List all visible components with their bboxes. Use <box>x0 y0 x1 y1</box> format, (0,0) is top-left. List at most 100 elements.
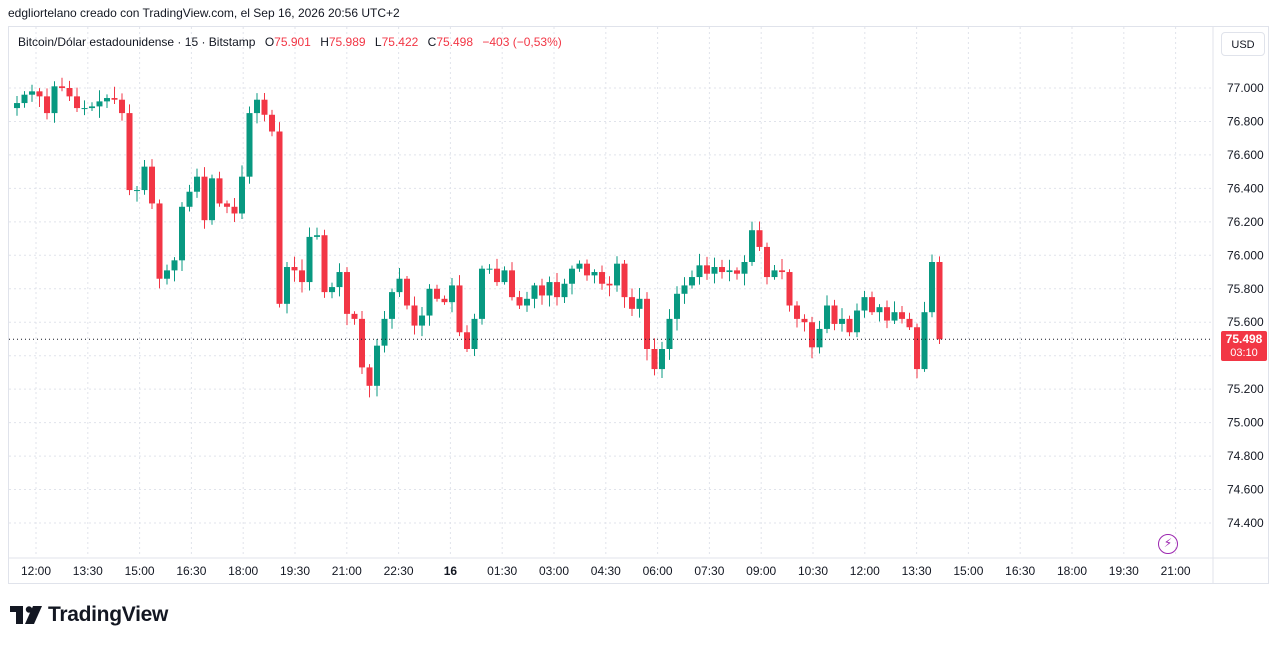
brand-name: TradingView <box>48 603 169 626</box>
candle-body <box>119 99 125 114</box>
y-tick-label: 75.600 <box>1227 315 1264 329</box>
candle-body <box>149 166 155 204</box>
candle-body <box>501 270 508 283</box>
currency-button[interactable]: USD <box>1221 32 1265 56</box>
low-label: L <box>374 35 382 49</box>
x-tick-label: 16 <box>444 564 458 578</box>
candle-body <box>666 318 673 349</box>
candle-body <box>96 101 103 107</box>
candle-body <box>816 328 823 348</box>
x-tick-label: 13:30 <box>902 564 932 578</box>
y-tick-label: 75.200 <box>1227 382 1264 396</box>
candle-body <box>929 262 935 313</box>
candle-body <box>336 272 343 288</box>
candle-body <box>156 203 163 279</box>
candle-body <box>389 292 395 319</box>
y-tick-label: 76.400 <box>1227 181 1264 195</box>
candle-body <box>89 106 95 109</box>
candle-body <box>381 318 388 346</box>
candle-body <box>254 99 260 114</box>
x-tick-label: 19:30 <box>280 564 310 578</box>
change-value: −403 (−0,53%) <box>482 35 562 49</box>
candle-body <box>171 260 178 271</box>
x-tick-label: 15:00 <box>953 564 983 578</box>
candle-body <box>59 86 65 88</box>
candle-body <box>824 305 830 329</box>
candle-body <box>111 98 118 100</box>
candle-body <box>711 267 718 274</box>
candle-body <box>749 230 755 262</box>
candle-body <box>66 88 73 97</box>
candle-body <box>291 267 298 271</box>
x-tick-label: 22:30 <box>384 564 414 578</box>
last-price-badge: 75.498 03:10 <box>1221 331 1267 361</box>
candle-body <box>591 272 598 276</box>
x-tick-label: 21:00 <box>1161 564 1191 578</box>
candle-body <box>809 322 815 348</box>
candle-body <box>269 114 275 132</box>
candle-body <box>104 98 110 102</box>
candle-body <box>284 267 290 304</box>
candle-body <box>921 312 928 370</box>
x-tick-label: 18:00 <box>1057 564 1087 578</box>
bar-countdown: 03:10 <box>1230 347 1258 359</box>
candle-body <box>359 318 365 368</box>
candle-body <box>891 312 898 321</box>
candle-body <box>51 86 58 114</box>
x-tick-label: 12:00 <box>850 564 880 578</box>
close-value: 75.498 <box>436 35 474 49</box>
last-price-value: 75.498 <box>1225 332 1263 346</box>
candle-body <box>74 96 80 109</box>
x-tick-label: 16:30 <box>1005 564 1035 578</box>
candle-body <box>614 263 620 286</box>
candle-body <box>689 277 695 286</box>
candle-body <box>539 285 545 296</box>
candle-body <box>276 131 283 304</box>
candle-body <box>861 297 868 311</box>
candle-body <box>126 113 133 191</box>
candle-body <box>741 262 748 274</box>
candle-body <box>599 272 605 284</box>
candle-body <box>44 96 50 114</box>
x-tick-label: 13:30 <box>73 564 103 578</box>
x-tick-label: 15:00 <box>125 564 155 578</box>
candle-body <box>636 298 643 309</box>
candle-body <box>194 176 200 192</box>
candle-body <box>321 235 328 293</box>
candle-body <box>471 318 478 349</box>
x-tick-label: 03:00 <box>539 564 569 578</box>
candle-body <box>351 313 358 319</box>
candle-body <box>366 367 373 386</box>
lightning-icon[interactable]: ⚡ <box>1158 534 1178 554</box>
candle-body <box>561 283 568 298</box>
candle-body <box>794 305 800 319</box>
candle-body <box>696 265 703 278</box>
candle-body <box>681 285 688 294</box>
candle-body <box>314 235 320 237</box>
candle-body <box>261 99 268 115</box>
candle-body <box>644 298 650 349</box>
candle-body <box>179 206 185 261</box>
candle-body <box>186 191 193 207</box>
candle-body <box>21 94 28 104</box>
x-tick-label: 18:00 <box>228 564 258 578</box>
candle-body <box>231 206 238 214</box>
symbol-title[interactable]: Bitcoin/Dólar estadounidense · 15 · Bits… <box>18 35 256 49</box>
candle-body <box>434 288 440 299</box>
candle-body <box>831 305 838 324</box>
candle-body <box>771 270 778 278</box>
close-label: C <box>427 35 437 49</box>
candle-body <box>464 332 470 349</box>
y-tick-label: 76.600 <box>1227 148 1264 162</box>
candle-body <box>344 272 350 314</box>
tradingview-logo: TradingView <box>10 601 168 629</box>
candle-body <box>914 327 920 370</box>
candle-body <box>411 305 418 326</box>
x-tick-label: 10:30 <box>798 564 828 578</box>
candle-body <box>36 91 43 97</box>
x-tick-label: 01:30 <box>487 564 517 578</box>
candle-body <box>479 268 485 319</box>
candle-body <box>884 307 890 321</box>
candle-body <box>839 318 845 324</box>
